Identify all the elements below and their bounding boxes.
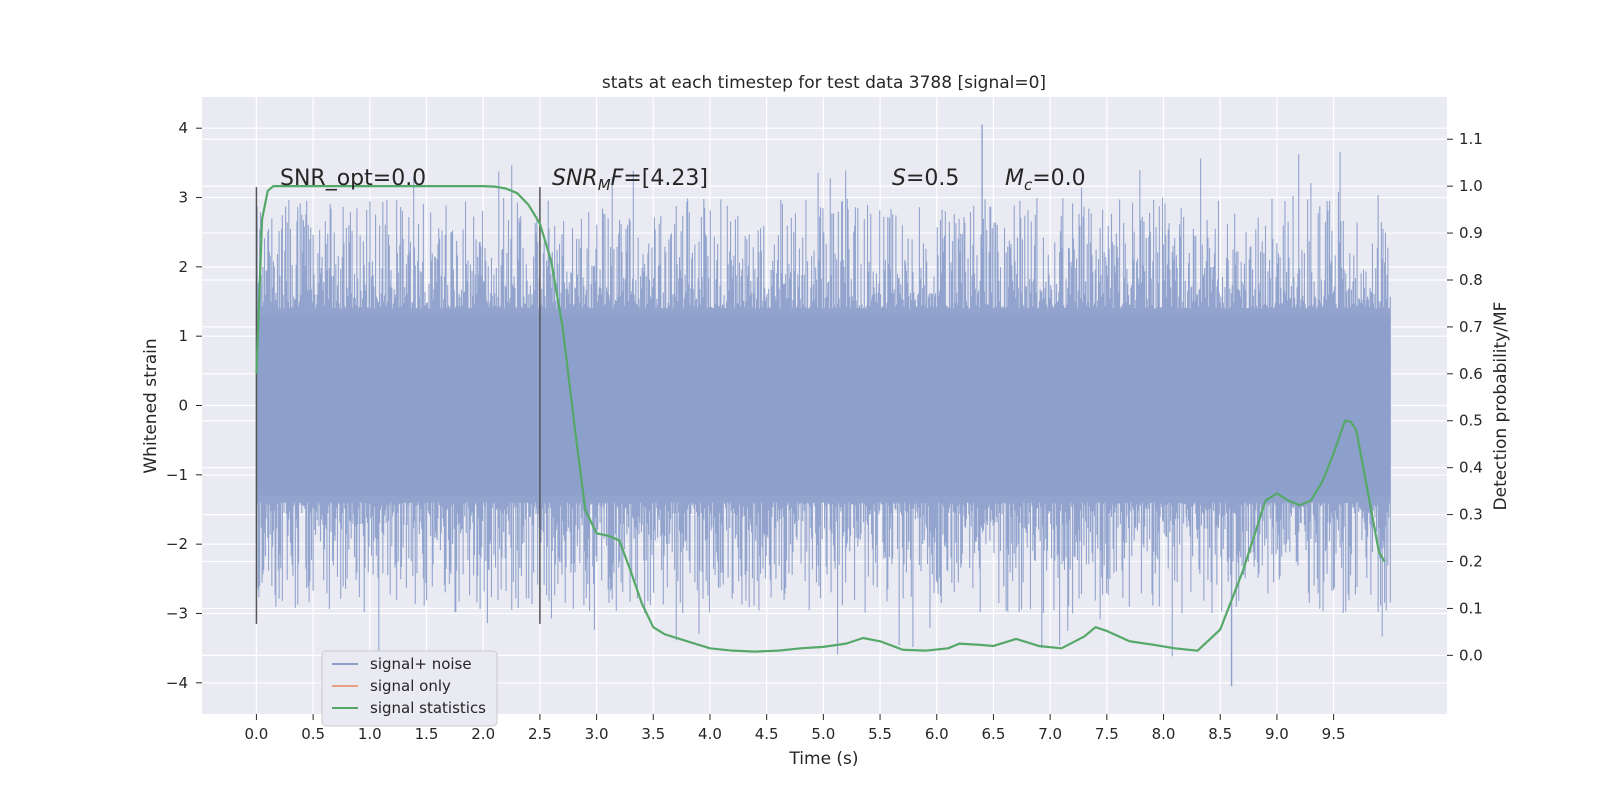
x-tick-label: 4.0 xyxy=(698,725,722,743)
y-left-tick-label: −4 xyxy=(166,674,188,692)
x-tick-label: 2.5 xyxy=(528,725,552,743)
x-tick-label: 7.5 xyxy=(1095,725,1119,743)
x-tick-label: 8.0 xyxy=(1152,725,1176,743)
legend-label-signal-statistics: signal statistics xyxy=(370,699,486,717)
x-tick-label: 0.5 xyxy=(301,725,325,743)
y-right-tick-label: 0.7 xyxy=(1459,318,1483,336)
x-tick-label: 3.5 xyxy=(641,725,665,743)
legend-label-signal-noise: signal+ noise xyxy=(370,655,472,673)
y-left-axis-ticks: 4 3 2 1 0 −1 −2 −3 −4 xyxy=(166,119,202,692)
x-tick-label: 5.0 xyxy=(811,725,835,743)
x-tick-label: 1.5 xyxy=(415,725,439,743)
y-left-tick-label: −3 xyxy=(166,604,188,622)
y-right-axis-ticks: 1.1 1.0 0.9 0.8 0.7 0.6 0.5 0.4 0.3 0.2 0.1 0.0 xyxy=(1447,130,1483,664)
x-tick-label: 6.5 xyxy=(982,725,1006,743)
y-right-tick-label: 0.0 xyxy=(1459,646,1483,664)
annotation-mc-sub: c xyxy=(1024,176,1033,194)
series-signal-statistics xyxy=(255,185,1386,653)
x-tick-label: 4.5 xyxy=(755,725,779,743)
annotation-snr-mf-value: =[4.23] xyxy=(623,166,708,191)
y-left-tick-label: 1 xyxy=(178,327,188,345)
x-tick-label: 6.0 xyxy=(925,725,949,743)
legend-label-signal-only: signal only xyxy=(370,677,451,695)
y-right-axis-label: Detection probability/MF xyxy=(1491,302,1511,511)
chart-title: stats at each timestep for test data 378… xyxy=(602,73,1046,93)
x-tick-label: 5.5 xyxy=(868,725,892,743)
signal-statistics-line xyxy=(255,185,1386,653)
x-axis-label: Time (s) xyxy=(788,749,858,769)
x-tick-label: 2.0 xyxy=(471,725,495,743)
y-right-tick-label: 0.2 xyxy=(1459,553,1483,571)
x-tick-label: 3.0 xyxy=(585,725,609,743)
x-tick-label: 1.0 xyxy=(358,725,382,743)
legend-box xyxy=(321,650,498,727)
annotation-snr-mf-sub: M xyxy=(598,176,611,194)
y-left-tick-label: 3 xyxy=(178,189,188,207)
x-tick-label: 7.0 xyxy=(1038,725,1062,743)
y-right-tick-label: 0.1 xyxy=(1459,599,1483,617)
y-right-tick-label: 1.0 xyxy=(1459,177,1483,195)
y-left-tick-label: 0 xyxy=(178,397,188,415)
annotation-mc-main: M xyxy=(1005,166,1024,191)
y-right-tick-label: 1.1 xyxy=(1459,130,1483,148)
x-tick-label: 9.5 xyxy=(1322,725,1346,743)
series-signal-noise xyxy=(255,124,1391,687)
annotation-s-label: S xyxy=(892,166,906,191)
annotation-snr-mf: SNRMF=[4.23] xyxy=(552,166,708,194)
y-right-tick-label: 0.9 xyxy=(1459,224,1483,242)
legend: signal+ noise signal only signal statist… xyxy=(321,650,498,727)
annotation-mc: Mc=0.0 xyxy=(1005,166,1086,194)
y-right-tick-label: 0.4 xyxy=(1459,459,1483,477)
x-tick-label: 8.5 xyxy=(1208,725,1232,743)
y-left-tick-label: 2 xyxy=(178,258,188,276)
x-axis-ticks: 0.0 0.5 1.0 1.5 2.0 2.5 3.0 3.5 4.0 4.5 5.0 5.5 6.0 6… xyxy=(244,714,1346,743)
annotation-s-value: =0.5 xyxy=(906,166,959,191)
y-left-axis-label: Whitened strain xyxy=(141,338,161,473)
y-left-tick-label: 4 xyxy=(178,119,188,137)
annotation-snr-mf-main: SNR xyxy=(552,166,598,191)
annotation-s: S=0.5 xyxy=(892,166,959,191)
y-right-tick-label: 0.3 xyxy=(1459,506,1483,524)
y-right-tick-label: 0.5 xyxy=(1459,412,1483,430)
annotation-snr-opt: SNR_opt=0.0 xyxy=(280,166,426,191)
vertical-markers xyxy=(255,187,541,624)
annotation-snr-mf-tail: F xyxy=(611,166,624,191)
y-right-tick-label: 0.8 xyxy=(1459,271,1483,289)
y-left-tick-label: −1 xyxy=(166,466,188,484)
annotation-mc-value: =0.0 xyxy=(1032,166,1085,191)
x-tick-label: 0.0 xyxy=(244,725,268,743)
y-left-tick-label: −2 xyxy=(166,535,188,553)
x-tick-label: 9.0 xyxy=(1265,725,1289,743)
y-right-tick-label: 0.6 xyxy=(1459,365,1483,383)
